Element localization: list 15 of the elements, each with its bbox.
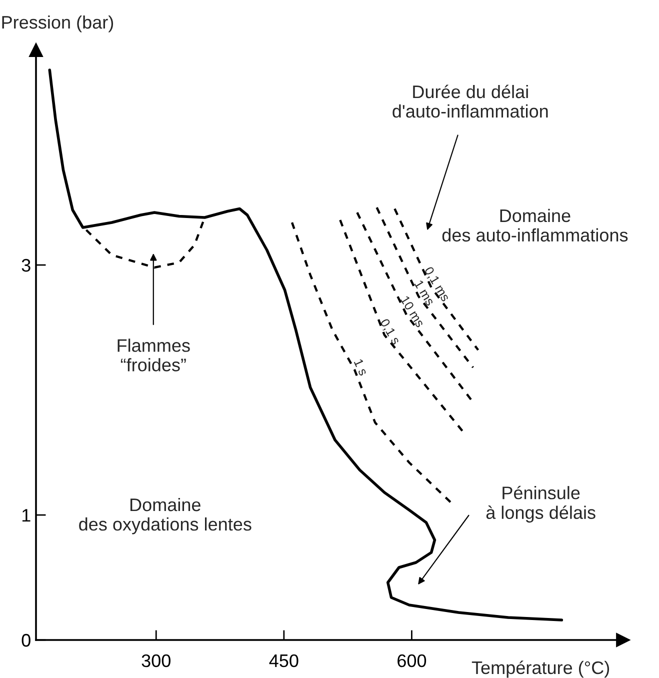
y-tick-label: 1 xyxy=(22,509,30,522)
annotation: Péninsule à longs délais xyxy=(486,486,596,523)
annotation: Domaine des oxydations lentes xyxy=(79,498,252,534)
x-tick-label: 600 xyxy=(398,654,426,668)
x-tick-label: 300 xyxy=(142,654,170,668)
x-tick-label: 450 xyxy=(269,654,298,668)
y-tick-label: 3 xyxy=(22,258,30,272)
annotation: 0,1 s xyxy=(378,318,401,346)
annotation: Flammes “froides” xyxy=(118,338,190,372)
annotation: 1 s xyxy=(354,358,368,376)
y-axis-title: Pression (bar) xyxy=(2,15,114,32)
x-axis-title: Température (°C) xyxy=(472,660,610,678)
annotation: Durée du délai d'auto-inflammation xyxy=(392,84,548,118)
y-tick-label: 0 xyxy=(22,634,30,647)
annotation: Domaine des auto-inflammations xyxy=(442,208,628,242)
